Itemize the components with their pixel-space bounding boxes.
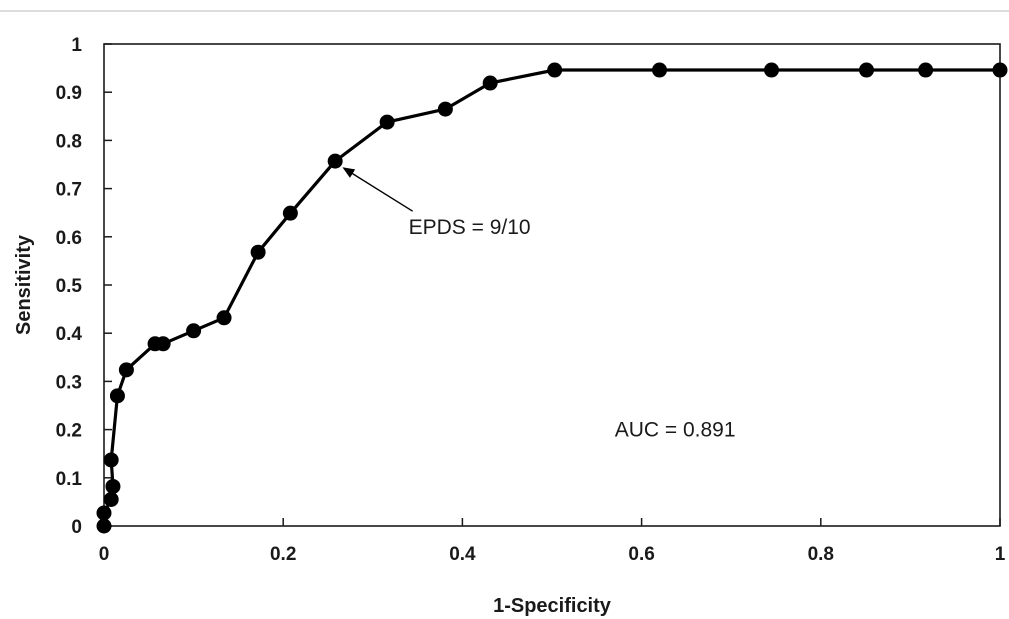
roc-curve-line <box>102 68 1000 526</box>
y-tick-label: 0.6 <box>56 228 82 249</box>
y-tick-label: 0 <box>71 517 82 538</box>
y-tick-label: 0.4 <box>56 324 83 345</box>
roc-point <box>482 75 498 91</box>
roc-point <box>327 153 343 169</box>
x-tick-label: 0 <box>99 544 110 565</box>
roc-point <box>103 491 119 507</box>
roc-point <box>764 62 780 78</box>
top-border <box>0 0 1009 12</box>
roc-point <box>652 62 668 78</box>
roc-point <box>96 505 112 521</box>
y-axis-title: Sensitivity <box>13 234 35 335</box>
roc-point <box>918 62 934 78</box>
plot-area <box>103 43 1001 527</box>
roc-point <box>216 310 232 326</box>
y-axis: 0 0.1 0.2 0.3 0.4 0.5 0.6 0.7 0.8 0.9 1 <box>56 35 112 538</box>
annotations: EPDS = 9/10 AUC = 0.891 <box>342 167 736 442</box>
roc-point <box>547 62 563 78</box>
x-tick-label: 0.8 <box>808 544 834 565</box>
roc-point <box>105 478 121 494</box>
y-tick-label: 0.1 <box>56 469 83 490</box>
roc-points <box>96 62 1008 534</box>
roc-point <box>379 114 395 130</box>
roc-point <box>282 205 298 221</box>
x-axis: 0 0.2 0.4 0.6 0.8 1 <box>99 518 1006 565</box>
y-tick-label: 0.5 <box>56 276 83 297</box>
roc-point <box>437 101 453 117</box>
y-tick-label: 0.2 <box>56 421 82 442</box>
annotation-arrow <box>342 167 414 212</box>
x-tick-label: 0.4 <box>449 544 476 565</box>
roc-point <box>155 336 171 352</box>
x-tick-label: 0.2 <box>270 544 296 565</box>
x-axis-title: 1-Specificity <box>493 595 612 617</box>
roc-point <box>96 518 112 534</box>
y-tick-label: 0.7 <box>56 180 82 201</box>
y-tick-label: 0.8 <box>56 131 82 152</box>
roc-point <box>992 62 1008 78</box>
roc-point <box>858 62 874 78</box>
annotation-label: AUC = 0.891 <box>615 419 736 442</box>
roc-point <box>103 452 119 468</box>
y-tick-label: 0.3 <box>56 372 82 393</box>
roc-point <box>186 323 202 339</box>
roc-point <box>118 362 134 378</box>
annotation-label: EPDS = 9/10 <box>409 216 531 239</box>
y-tick-label: 1 <box>71 35 82 56</box>
roc-point <box>250 244 266 260</box>
roc-point <box>109 388 125 404</box>
x-tick-label: 1 <box>995 544 1006 565</box>
x-tick-label: 0.6 <box>628 544 654 565</box>
y-tick-label: 0.9 <box>56 83 82 104</box>
